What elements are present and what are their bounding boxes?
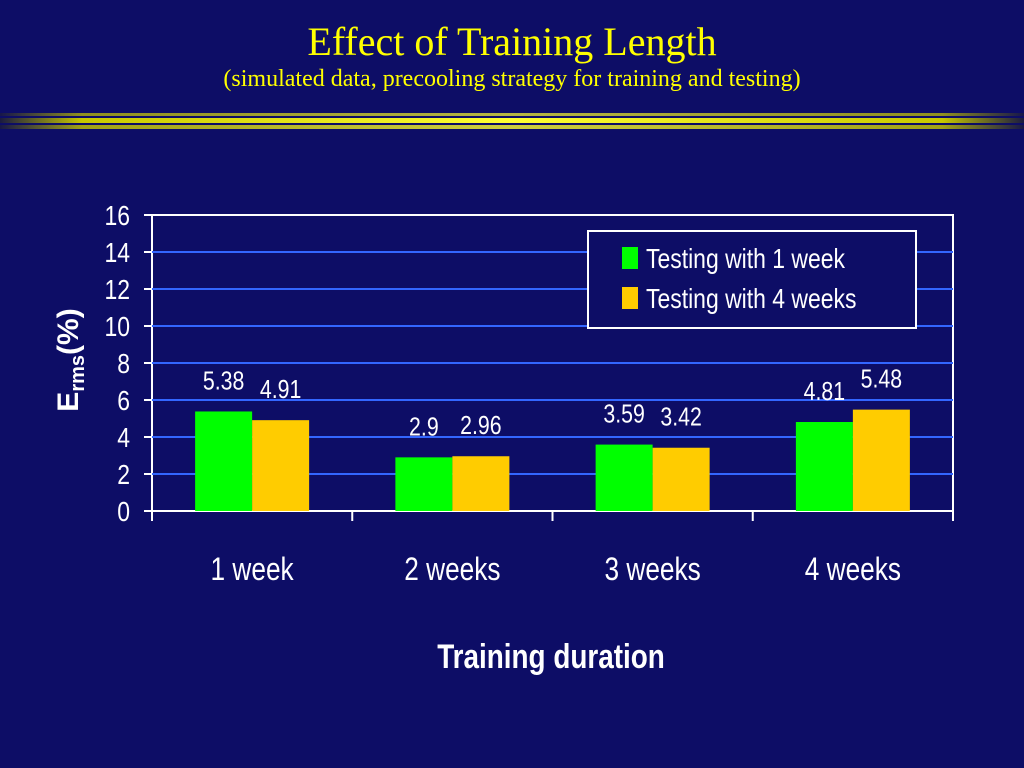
bar-testing-4-weeks (252, 420, 310, 511)
bar-testing-1-week (595, 444, 653, 511)
y-axis-title: Erms(%) (52, 308, 89, 411)
slide-subtitle: (simulated data, precooling strategy for… (223, 66, 801, 92)
legend-label: Testing with 1 week (646, 244, 845, 275)
data-label: 5.38 (203, 367, 244, 397)
bar-testing-4-weeks (852, 409, 910, 511)
y-axis-title-suffix: (%) (52, 308, 85, 355)
y-tick-label: 2 (117, 460, 130, 491)
legend-swatch-testing-4-weeks (622, 287, 638, 309)
y-axis-title-main: E (52, 392, 85, 412)
x-category-label: 1 week (211, 553, 294, 588)
data-label: 3.42 (660, 403, 701, 433)
x-category-label: 2 weeks (404, 553, 500, 588)
legend-box (587, 230, 917, 329)
legend-label: Testing with 4 weeks (646, 284, 856, 315)
y-tick-label: 16 (104, 201, 130, 232)
data-label: 5.48 (861, 365, 902, 395)
x-category-label: 3 weeks (605, 553, 701, 588)
data-label: 2.96 (460, 411, 501, 441)
data-label: 2.9 (409, 412, 439, 442)
legend-swatch-testing-1-week (622, 247, 638, 269)
y-axis-title-subscript: rms (67, 355, 89, 392)
y-tick-label: 4 (117, 423, 130, 454)
y-tick-label: 10 (104, 312, 130, 343)
bar-testing-1-week (395, 457, 453, 511)
x-category-label: 4 weeks (805, 553, 901, 588)
data-label: 4.81 (804, 377, 845, 407)
title-divider (0, 113, 1024, 129)
data-label: 4.91 (260, 375, 301, 405)
y-tick-label: 8 (117, 349, 130, 380)
y-tick-label: 14 (104, 238, 130, 269)
y-tick-label: 0 (117, 497, 130, 528)
data-label: 3.59 (603, 400, 644, 430)
bar-testing-4-weeks (452, 456, 510, 511)
y-tick-label: 6 (117, 386, 130, 417)
bar-testing-1-week (195, 411, 253, 511)
bar-testing-1-week (795, 422, 853, 511)
x-axis-title: Training duration (437, 637, 665, 675)
bar-testing-4-weeks (652, 447, 710, 511)
y-tick-label: 12 (104, 275, 130, 306)
slide-title: Effect of Training Length (307, 19, 717, 64)
